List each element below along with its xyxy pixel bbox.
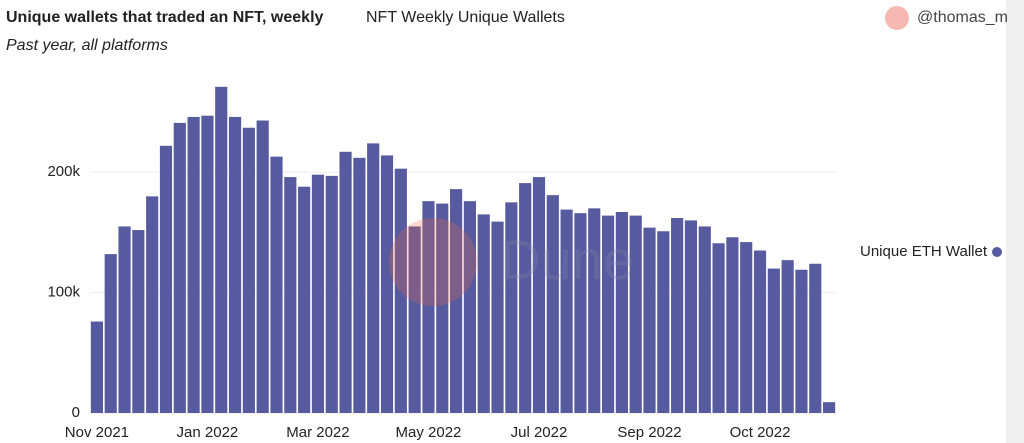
x-tick-label: Mar 2022: [286, 424, 349, 441]
y-tick-label: 100k: [47, 284, 80, 301]
watermark: Dune: [389, 218, 634, 306]
y-tick-label: 200k: [47, 163, 80, 180]
bar: [298, 186, 311, 413]
bar: [463, 201, 476, 413]
bar: [436, 203, 449, 413]
bar: [615, 211, 628, 413]
bar: [118, 226, 131, 413]
bar: [173, 122, 186, 413]
bar: [560, 209, 573, 413]
x-tick-label: Jul 2022: [511, 424, 568, 441]
bar: [601, 215, 615, 413]
bar: [809, 263, 822, 413]
bar: [712, 243, 725, 413]
bar: [588, 208, 601, 413]
bar: [823, 402, 836, 413]
bar: [132, 230, 145, 413]
bar: [781, 260, 794, 413]
bar: [311, 174, 325, 413]
bar: [505, 202, 518, 413]
x-tick-label: Nov 2021: [65, 424, 129, 441]
bar: [353, 157, 366, 413]
bar: [519, 183, 532, 413]
bar: [201, 115, 214, 414]
bar: [104, 254, 117, 413]
bar: [643, 227, 656, 413]
bar: [228, 116, 242, 413]
bar: [367, 143, 380, 414]
bar: [477, 214, 490, 413]
bar: [629, 215, 642, 413]
bar: [657, 231, 670, 413]
chart-subtitle: Past year, all platforms: [6, 37, 168, 54]
bar: [574, 213, 587, 413]
avatar[interactable]: [885, 6, 909, 30]
bar: [546, 195, 559, 413]
bar: [215, 86, 228, 413]
bar: [740, 242, 753, 413]
bar: [242, 127, 255, 413]
legend-marker: [992, 247, 1002, 257]
y-tick-label: 0: [72, 404, 80, 421]
x-tick-label: Sep 2022: [617, 424, 681, 441]
x-tick-label: May 2022: [396, 424, 462, 441]
bar: [159, 145, 173, 413]
x-tick-label: Oct 2022: [730, 424, 791, 441]
bar: [339, 151, 352, 413]
bar: [698, 226, 711, 413]
bar: [270, 156, 283, 413]
bar: [408, 226, 421, 413]
bar: [795, 269, 808, 413]
bar: [394, 168, 407, 413]
bar: [422, 201, 435, 413]
x-tick-label: Jan 2022: [177, 424, 239, 441]
bar: [256, 120, 269, 414]
watermark-text: Dune: [500, 228, 634, 291]
legend-label: Unique ETH Wallet: [860, 243, 988, 260]
bar: [187, 116, 200, 413]
bar: [284, 177, 297, 413]
bar: [753, 250, 767, 413]
bar: [532, 177, 546, 413]
author[interactable]: @thomas_m: [917, 9, 1008, 26]
bar: [491, 221, 504, 413]
query-name: NFT Weekly Unique Wallets: [366, 9, 565, 26]
chart-title: Unique wallets that traded an NFT, weekl…: [6, 9, 324, 26]
plot-area: [90, 86, 836, 414]
bar: [450, 189, 463, 413]
bar: [767, 268, 780, 413]
bar: [671, 218, 684, 413]
bar: [380, 155, 394, 413]
bar: [146, 196, 159, 413]
bar: [684, 220, 698, 413]
bar: [325, 175, 338, 413]
bar: [90, 321, 103, 413]
bar: [726, 237, 739, 413]
scrollbar-track: [1006, 0, 1024, 443]
watermark-logo: [389, 218, 477, 306]
